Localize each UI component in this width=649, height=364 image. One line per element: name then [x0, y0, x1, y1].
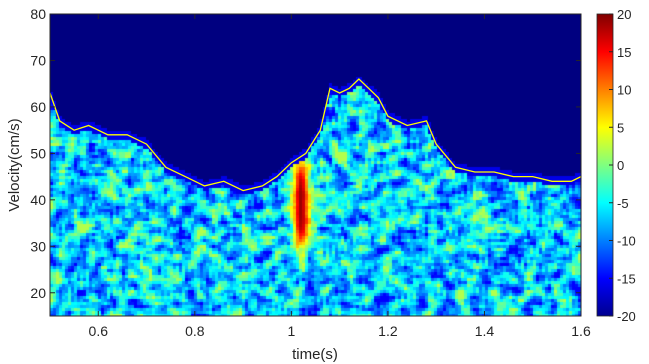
colorbar-tick-label: 20 — [617, 7, 631, 22]
y-tick-label: 80 — [30, 6, 46, 22]
colorbar-tick-label: 5 — [617, 120, 624, 135]
colorbar-tick-label: 10 — [617, 83, 631, 98]
spectrogram-heatmap — [50, 14, 581, 316]
y-axis-label: Velocity(cm/s) — [6, 118, 23, 211]
max-velocity-envelope-line — [50, 78, 581, 192]
y-tick-label: 50 — [30, 145, 46, 161]
colorbar-tick-label: -5 — [617, 196, 629, 211]
y-tick-label: 60 — [30, 99, 46, 115]
x-tick-label: 1 — [287, 323, 295, 339]
colorbar-tick-label: -20 — [617, 309, 636, 324]
y-axis-ticks: 20 30 40 50 60 70 80 — [30, 6, 581, 301]
y-tick-label: 70 — [30, 52, 46, 68]
x-tick-label: 1.2 — [378, 323, 398, 339]
colorbar-tick-label: -10 — [617, 234, 636, 249]
y-tick-label: 20 — [30, 285, 46, 301]
x-tick-label: 0.6 — [89, 323, 109, 339]
x-axis-ticks: 0.6 0.8 1 1.2 1.4 1.6 — [89, 14, 591, 339]
x-tick-label: 1.4 — [475, 323, 495, 339]
y-tick-label: 40 — [30, 192, 46, 208]
colorbar-ticks: 20 15 10 5 0 -5 -10 -15 -20 — [609, 7, 636, 324]
x-tick-label: 1.6 — [571, 323, 591, 339]
colorbar-tick-label: -15 — [617, 271, 636, 286]
x-tick-label: 0.8 — [185, 323, 205, 339]
y-tick-label: 30 — [30, 238, 46, 254]
colorbar-tick-label: 15 — [617, 45, 631, 60]
colorbar-tick-label: 0 — [617, 158, 624, 173]
plot-area — [49, 13, 582, 317]
plot-frame — [49, 13, 582, 317]
x-axis-label: time(s) — [292, 346, 338, 363]
colorbar: 20 15 10 5 0 -5 -10 -15 -20 — [596, 7, 636, 324]
